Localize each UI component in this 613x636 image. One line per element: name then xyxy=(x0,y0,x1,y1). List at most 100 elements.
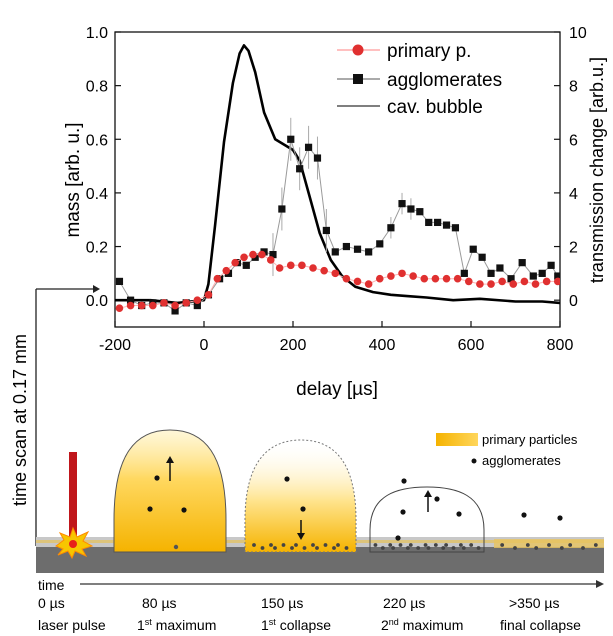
agglomerate-dot xyxy=(456,511,462,517)
right-axis-label: transmission change [arb.u.] xyxy=(587,57,607,283)
agglomerates-point xyxy=(434,218,442,227)
right-tick-label: 4 xyxy=(569,186,578,203)
primary-point xyxy=(553,277,560,286)
time-scan-arrowhead xyxy=(93,285,100,293)
agglomerates-point xyxy=(407,205,415,213)
legend-label-agglomerates-schematic: agglomerates xyxy=(482,453,561,468)
floor-particle xyxy=(444,543,449,547)
floor-particle xyxy=(323,543,328,547)
left-axis-label: mass [arb. u.] xyxy=(63,122,84,237)
laser-beam xyxy=(69,452,77,542)
primary-point xyxy=(453,274,462,283)
agglomerate-dot xyxy=(181,507,187,513)
arrow-up-head-3 xyxy=(424,490,432,497)
primary-point xyxy=(353,277,362,286)
agglomerate-dot xyxy=(400,509,406,515)
primary-point xyxy=(126,301,135,310)
floor-particle xyxy=(458,543,463,547)
floor-particle xyxy=(269,543,273,547)
floor-particle xyxy=(302,546,307,550)
agglomerate-dot xyxy=(401,478,407,484)
legend-label-primary: primary p. xyxy=(387,41,471,62)
left-tick-label: 0.6 xyxy=(86,132,108,149)
agglomerates-point xyxy=(242,261,250,269)
agglomerates-point xyxy=(353,245,362,253)
time-axis-arrowhead xyxy=(596,580,604,588)
primary-point xyxy=(115,304,124,313)
stage-label-1: 1st maximum xyxy=(137,617,216,633)
floor-particle xyxy=(559,546,564,550)
primary-point xyxy=(213,274,222,283)
primary-point xyxy=(531,280,540,288)
agglomerates-point xyxy=(313,154,322,162)
agglomerates-point xyxy=(554,272,560,280)
primary-point xyxy=(331,269,340,278)
x-tick-label: 600 xyxy=(458,337,485,354)
floor-particle xyxy=(581,546,585,550)
agglomerates-point xyxy=(398,200,406,208)
bubble-2-floor-particles xyxy=(252,543,349,550)
primary-point xyxy=(258,250,266,259)
agglomerate-dot xyxy=(300,506,306,512)
agglomerates-point xyxy=(387,224,395,232)
floor-particle xyxy=(373,543,378,547)
primary-point xyxy=(204,291,213,299)
legend-dot-agglomerates xyxy=(471,458,477,464)
primary-point xyxy=(442,274,451,283)
primary-point xyxy=(498,277,506,286)
primary-point xyxy=(231,258,239,267)
agglomerate-dot xyxy=(173,544,179,550)
left-tick-label: 1.0 xyxy=(86,25,108,42)
floor-particle xyxy=(273,546,277,550)
stage-label-4: final collapse xyxy=(500,617,581,633)
floor-particle xyxy=(315,546,319,550)
plot-frame xyxy=(114,31,561,328)
primary-point xyxy=(364,280,373,288)
agglomerates-point xyxy=(518,259,526,267)
primary-point xyxy=(240,253,248,262)
right-tick-label: 10 xyxy=(569,25,587,42)
floor-particle xyxy=(525,543,530,547)
agglomerates-point xyxy=(193,301,201,310)
left-tick-label: 0.8 xyxy=(86,79,108,96)
floor-particle xyxy=(423,543,428,547)
cav-bubble-line xyxy=(115,44,560,305)
floor-particle xyxy=(461,546,466,550)
agglomerates-point xyxy=(342,242,350,251)
x-tick-label: 800 xyxy=(547,337,574,354)
primary-point xyxy=(286,261,295,270)
primary-point xyxy=(298,261,306,270)
legend-swatch-primary-particles xyxy=(436,433,478,446)
legend-label-agglomerates: agglomerates xyxy=(387,70,502,91)
floor-particle xyxy=(441,546,446,550)
bubble-3-floor-particles xyxy=(373,543,481,550)
agglomerates-point xyxy=(529,272,537,280)
stage-time-3: 220 µs xyxy=(383,595,425,611)
agglomerates-point xyxy=(469,245,477,253)
floor-particle xyxy=(391,546,396,550)
agglomerates-point xyxy=(496,264,504,272)
agglomerate-dot xyxy=(434,496,440,502)
time-axis-label: time xyxy=(38,577,65,593)
primary-point xyxy=(509,280,518,288)
primary-point xyxy=(149,301,157,310)
primary-point xyxy=(249,250,257,259)
chart: 0.0 0.2 0.4 0.6 0.8 1.0 0 2 4 6 8 10 -200 0 200 400 60… xyxy=(63,25,607,400)
right-tick-label: 8 xyxy=(569,79,578,96)
floor-particle xyxy=(500,543,505,547)
primary-point xyxy=(431,274,440,283)
floor-particle xyxy=(332,546,336,550)
agglomerates-point xyxy=(487,269,495,277)
primary-point xyxy=(464,277,473,286)
legend-marker-primary xyxy=(352,44,364,56)
agglomerates-point xyxy=(322,226,330,235)
right-axis-ticks: 0 2 4 6 8 10 xyxy=(554,25,587,310)
floor-particle xyxy=(408,543,413,547)
floor-particle xyxy=(260,546,265,550)
floor-particle xyxy=(433,543,438,547)
agglomerate-dot xyxy=(557,515,563,521)
floor-particle xyxy=(281,543,286,547)
agglomerates-point xyxy=(365,248,373,256)
floor-particle xyxy=(336,543,340,547)
